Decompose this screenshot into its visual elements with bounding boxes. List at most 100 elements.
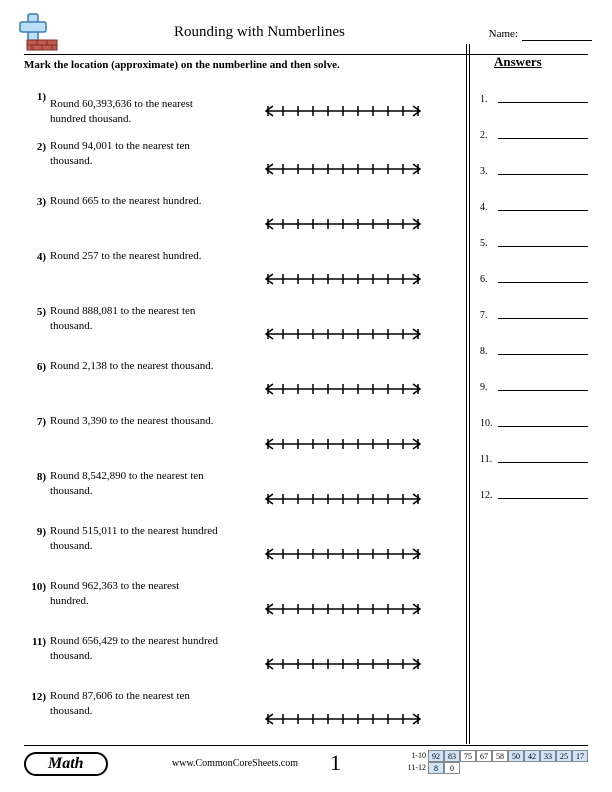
- question-text: Round 87,606 to the nearest ten thousand…: [50, 685, 220, 719]
- question-row: 12) Round 87,606 to the nearest ten thou…: [24, 685, 442, 740]
- question-row: 1) Round 60,393,636 to the nearest hundr…: [24, 77, 442, 135]
- answer-row: 11.: [480, 444, 592, 480]
- question-row: 8) Round 8,542,890 to the nearest ten th…: [24, 465, 442, 520]
- question-text: Round 3,390 to the nearest thousand.: [50, 410, 220, 429]
- answer-number: 2.: [480, 130, 488, 141]
- question-number: 2): [24, 141, 46, 153]
- worksheet-title: Rounding with Numberlines: [174, 24, 345, 41]
- answer-blank[interactable]: [498, 462, 588, 463]
- question-text: Round 257 to the nearest hundred.: [50, 245, 220, 264]
- question-row: 9) Round 515,011 to the nearest hundred …: [24, 520, 442, 575]
- question-text: Round 656,429 to the nearest hundred tho…: [50, 630, 220, 664]
- question-text: Round 665 to the nearest hundred.: [50, 190, 220, 209]
- answer-blank[interactable]: [498, 138, 588, 139]
- question-row: 7) Round 3,390 to the nearest thousand.: [24, 410, 442, 465]
- answer-row: 10.: [480, 408, 592, 444]
- question-number: 8): [24, 471, 46, 483]
- numberline[interactable]: [260, 491, 426, 507]
- score-cell: 83: [444, 750, 460, 762]
- question-number: 5): [24, 306, 46, 318]
- answer-blank[interactable]: [498, 210, 588, 211]
- score-cell: 42: [524, 750, 540, 762]
- answer-number: 10.: [480, 418, 493, 429]
- question-text: Round 2,138 to the nearest thousand.: [50, 355, 220, 374]
- score-row: 1-1092837567585042332517: [402, 750, 588, 762]
- answer-blank[interactable]: [498, 426, 588, 427]
- answer-number: 1.: [480, 94, 488, 105]
- answer-row: 4.: [480, 192, 592, 228]
- answer-number: 7.: [480, 310, 488, 321]
- answer-row: 7.: [480, 300, 592, 336]
- numberline[interactable]: [260, 216, 426, 232]
- answer-blank[interactable]: [498, 390, 588, 391]
- footer: Math www.CommonCoreSheets.com 1 1-109283…: [24, 745, 588, 778]
- answer-number: 4.: [480, 202, 488, 213]
- question-number: 4): [24, 251, 46, 263]
- question-text: Round 60,393,636 to the nearest hundred …: [50, 85, 220, 127]
- body: 1) Round 60,393,636 to the nearest hundr…: [24, 77, 588, 757]
- answer-row: 2.: [480, 120, 592, 156]
- answer-row: 9.: [480, 372, 592, 408]
- answer-row: 5.: [480, 228, 592, 264]
- question-row: 10) Round 962,363 to the nearest hundred…: [24, 575, 442, 630]
- question-number: 7): [24, 416, 46, 428]
- score-cell: 17: [572, 750, 588, 762]
- page-number: 1: [330, 750, 341, 776]
- question-row: 5) Round 888,081 to the nearest ten thou…: [24, 300, 442, 355]
- numberline[interactable]: [260, 436, 426, 452]
- question-row: 6) Round 2,138 to the nearest thousand.: [24, 355, 442, 410]
- site-logo: [18, 12, 60, 54]
- question-number: 10): [24, 581, 46, 593]
- question-text: Round 94,001 to the nearest ten thousand…: [50, 135, 220, 169]
- subject-badge: Math: [24, 752, 108, 776]
- numberline[interactable]: [260, 161, 426, 177]
- answer-row: 8.: [480, 336, 592, 372]
- numberline[interactable]: [260, 546, 426, 562]
- question-text: Round 962,363 to the nearest hundred.: [50, 575, 220, 609]
- score-cell: 50: [508, 750, 524, 762]
- question-row: 11) Round 656,429 to the nearest hundred…: [24, 630, 442, 685]
- name-input-line[interactable]: [522, 40, 592, 41]
- question-number: 12): [24, 691, 46, 703]
- answer-blank[interactable]: [498, 318, 588, 319]
- score-cell: 92: [428, 750, 444, 762]
- score-range-label: 1-10: [402, 750, 428, 762]
- score-cell: 8: [428, 762, 444, 774]
- question-text: Round 515,011 to the nearest hundred tho…: [50, 520, 220, 554]
- numberline[interactable]: [260, 656, 426, 672]
- score-range-label: 11-12: [402, 762, 428, 774]
- question-row: 4) Round 257 to the nearest hundred.: [24, 245, 442, 300]
- numberline[interactable]: [260, 601, 426, 617]
- answer-blank[interactable]: [498, 498, 588, 499]
- score-cell: 0: [444, 762, 460, 774]
- answer-blank[interactable]: [498, 102, 588, 103]
- site-url: www.CommonCoreSheets.com: [172, 758, 298, 769]
- numberline[interactable]: [260, 103, 426, 119]
- score-cell: 33: [540, 750, 556, 762]
- numberline[interactable]: [260, 326, 426, 342]
- score-row: 11-1280: [402, 762, 588, 774]
- answer-blank[interactable]: [498, 246, 588, 247]
- answer-number: 6.: [480, 274, 488, 285]
- answer-blank[interactable]: [498, 354, 588, 355]
- question-number: 11): [24, 636, 46, 648]
- numberline[interactable]: [260, 711, 426, 727]
- question-row: 2) Round 94,001 to the nearest ten thous…: [24, 135, 442, 190]
- answer-number: 8.: [480, 346, 488, 357]
- numberline[interactable]: [260, 381, 426, 397]
- answers-column: Answers 1. 2. 3. 4. 5. 6. 7. 8. 9. 10. 1…: [466, 44, 592, 744]
- question-number: 9): [24, 526, 46, 538]
- answer-blank[interactable]: [498, 174, 588, 175]
- questions-column: 1) Round 60,393,636 to the nearest hundr…: [24, 77, 442, 740]
- numberline[interactable]: [260, 271, 426, 287]
- question-row: 3) Round 665 to the nearest hundred.: [24, 190, 442, 245]
- question-number: 1): [24, 91, 46, 103]
- answer-row: 6.: [480, 264, 592, 300]
- answer-row: 1.: [480, 84, 592, 120]
- answers-heading: Answers: [480, 44, 592, 84]
- worksheet-page: Rounding with Numberlines Name: Mark the…: [0, 0, 612, 792]
- answer-number: 5.: [480, 238, 488, 249]
- question-number: 3): [24, 196, 46, 208]
- answer-blank[interactable]: [498, 282, 588, 283]
- answer-number: 9.: [480, 382, 488, 393]
